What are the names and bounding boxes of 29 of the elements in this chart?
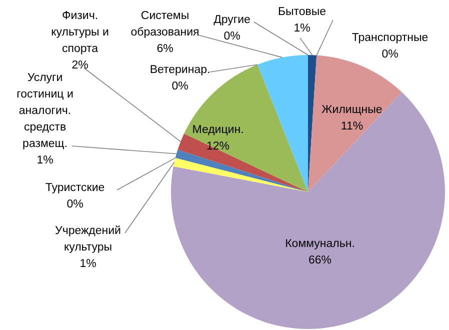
text: 0%	[172, 80, 188, 92]
slice-label: Системы образования	[130, 10, 200, 38]
data-label: 2%	[72, 60, 88, 72]
text: 0%	[66, 198, 84, 210]
pie-slice	[258, 55, 308, 192]
data-label: 6%	[156, 43, 174, 55]
category-label: Транспортные	[352, 32, 428, 44]
category-label: Другие	[214, 14, 250, 26]
legend-label: Ветеринар.	[150, 64, 210, 76]
pie-slice	[173, 158, 308, 192]
category-label: Туристские	[45, 182, 105, 194]
data-label: 66%	[308, 254, 332, 266]
slice-label: Медицин.	[192, 124, 244, 136]
slice-label: Учреждений культуры	[55, 225, 121, 254]
data-label: 11%	[340, 120, 364, 132]
slice-label: Бытовые	[278, 6, 326, 18]
data-label: 1%	[36, 154, 54, 166]
slice-label: Коммунальн.	[285, 238, 355, 250]
slice-label: Физич. культуры и спорта	[51, 10, 109, 55]
data-label: 12%	[206, 140, 230, 152]
text: 0%	[382, 48, 398, 60]
pie-slice	[178, 134, 308, 192]
pie-slice	[171, 92, 445, 329]
text: 0%	[224, 30, 240, 42]
slice-label: Услуги гостиниц и аналогич. средств размещ.	[16, 72, 74, 150]
slice-label: Жилищные	[322, 104, 382, 116]
pie-slice	[175, 150, 308, 192]
data-label: 1%	[80, 258, 96, 270]
data-label: 1%	[294, 22, 310, 34]
